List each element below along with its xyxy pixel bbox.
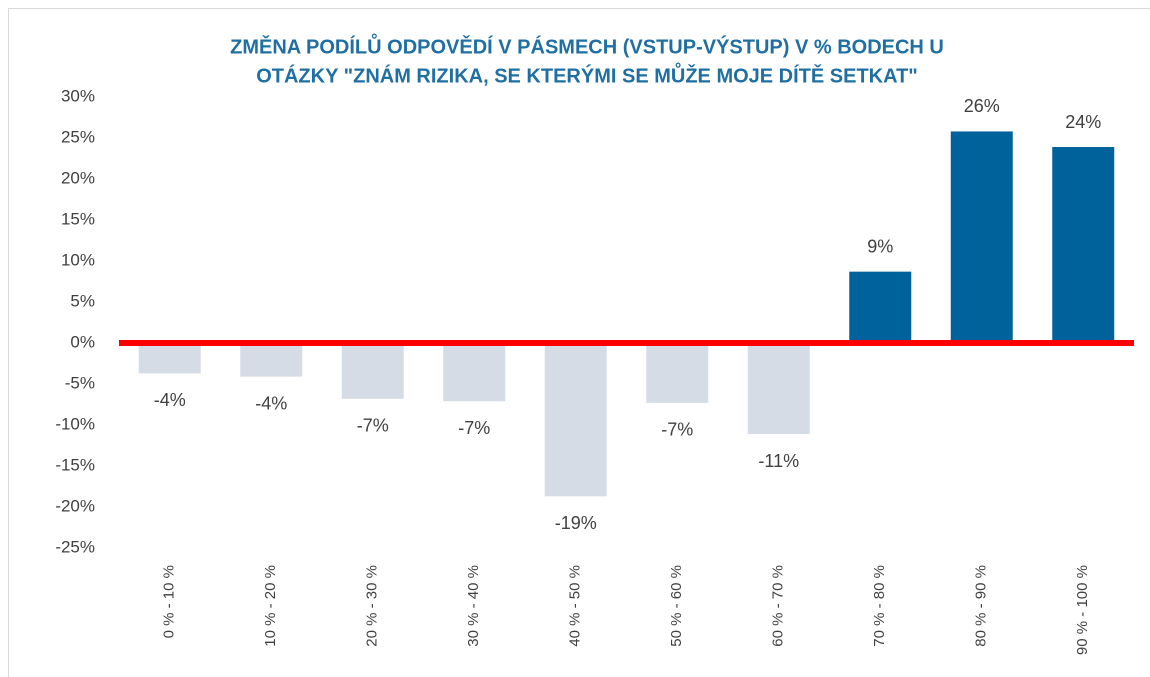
x-tick-label: 50 % - 60 % [668,565,685,647]
x-tick-label: 10 % - 20 % [262,565,279,647]
chart-title: ZMĚNA PODÍLŮ ODPOVĚDÍ V PÁSMECH (VSTUP-V… [230,32,944,58]
x-tick-label: 20 % - 30 % [364,565,381,647]
data-label: -19% [555,513,597,533]
y-tick-label: 5% [70,291,95,310]
bar [443,343,506,402]
y-tick-label: 30% [61,86,95,105]
bar [950,131,1013,343]
x-tick-label: 40 % - 50 % [567,565,584,647]
x-tick-label: 0 % - 10 % [161,565,178,638]
x-tick-label: 60 % - 70 % [770,565,787,647]
y-tick-label: -25% [55,537,95,556]
data-label: 9% [867,236,893,256]
bar [240,343,303,377]
data-label: -7% [458,418,490,438]
x-tick-label: 70 % - 80 % [871,565,888,647]
data-label: -4% [154,390,186,410]
data-label: 24% [1065,112,1101,132]
data-label: 26% [964,96,1000,116]
x-tick-label: 30 % - 40 % [465,565,482,647]
y-tick-label: -20% [55,496,95,515]
y-tick-label: 25% [61,127,95,146]
y-tick-label: -10% [55,414,95,433]
y-tick-label: 0% [70,332,95,351]
y-tick-label: 15% [61,209,95,228]
data-label: -7% [357,416,389,436]
bar [138,343,201,374]
y-tick-label: 20% [61,168,95,187]
y-tick-label: -5% [65,373,95,392]
data-label: -7% [661,420,693,440]
bar [849,271,912,343]
bar [646,343,709,403]
bar [747,343,810,435]
bar [1052,147,1115,343]
bar [544,343,607,497]
x-tick-label: 80 % - 90 % [973,565,990,647]
data-label: -4% [255,393,287,413]
y-tick-label: 10% [61,250,95,269]
chart-frame [8,8,1150,677]
chart-title: OTÁZKY "ZNÁM RIZIKA, SE KTERÝMI SE MŮŽE … [256,61,918,87]
data-label: -11% [758,451,799,471]
y-tick-label: -15% [55,455,95,474]
x-tick-label: 90 % - 100 % [1074,565,1091,655]
bar [341,343,404,399]
